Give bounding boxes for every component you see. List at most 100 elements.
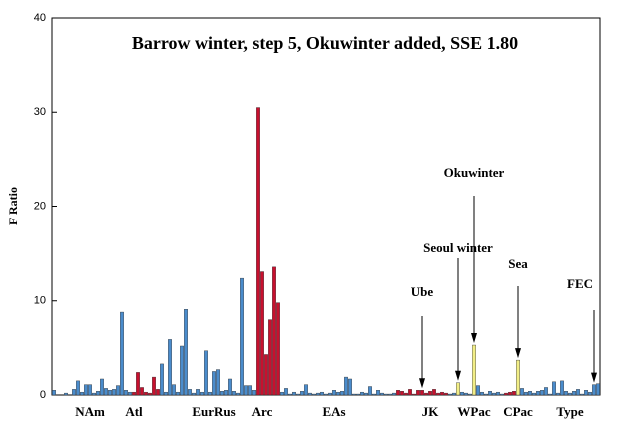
group-label: EurRus	[192, 404, 235, 419]
bar	[464, 392, 468, 396]
bar	[340, 391, 344, 396]
bar	[336, 391, 340, 396]
bar	[564, 391, 568, 396]
bar	[188, 389, 192, 396]
bar	[216, 369, 220, 396]
bar	[80, 391, 84, 396]
bar	[416, 390, 420, 396]
bar	[268, 319, 272, 396]
bar	[228, 378, 232, 396]
y-tick-label: 10	[34, 295, 46, 307]
bar	[388, 393, 392, 396]
bar	[532, 392, 536, 396]
bar	[488, 391, 492, 396]
bar	[384, 393, 388, 396]
bar	[592, 384, 596, 396]
bar	[456, 382, 460, 396]
bar	[148, 392, 152, 396]
bar	[508, 391, 512, 396]
bar	[380, 392, 384, 396]
bar	[204, 350, 208, 396]
bar	[500, 393, 504, 396]
bar	[452, 392, 456, 396]
bar	[524, 391, 528, 396]
bar	[288, 393, 292, 396]
bar	[376, 390, 380, 396]
bar	[72, 389, 76, 396]
annotation: Seoul winter	[423, 240, 493, 255]
bar	[64, 392, 68, 396]
bar	[260, 271, 264, 396]
bar	[572, 391, 576, 396]
bar	[492, 392, 496, 396]
bar	[164, 391, 168, 396]
bar	[576, 389, 580, 396]
bar	[520, 388, 524, 396]
bar	[132, 391, 136, 396]
bar	[316, 392, 320, 396]
bar	[272, 266, 276, 396]
bar	[460, 391, 464, 396]
bar	[280, 391, 284, 396]
bar	[332, 390, 336, 396]
bar	[588, 391, 592, 396]
bar	[116, 385, 120, 396]
bar	[448, 393, 452, 396]
chart-title: Barrow winter, step 5, Okuwinter added, …	[132, 33, 518, 53]
bar	[104, 388, 108, 396]
group-label: Arc	[252, 404, 273, 419]
bar	[144, 391, 148, 396]
bar	[312, 393, 316, 396]
bar	[276, 302, 280, 396]
group-label: Atl	[125, 404, 143, 419]
bar	[348, 378, 352, 396]
bar	[480, 391, 484, 396]
bar	[256, 107, 260, 396]
bar	[76, 380, 80, 396]
y-tick-label: 30	[34, 106, 46, 118]
bar	[372, 393, 376, 396]
bar	[404, 392, 408, 396]
annotation: Sea	[508, 256, 528, 271]
bar	[432, 389, 436, 396]
bar	[180, 345, 184, 396]
bar	[224, 390, 228, 396]
bar	[184, 309, 188, 396]
annotation: Ube	[411, 284, 434, 299]
bar	[468, 393, 472, 396]
bar	[320, 391, 324, 396]
bar	[476, 385, 480, 396]
bar	[328, 392, 332, 396]
bar	[304, 384, 308, 396]
bar	[208, 391, 212, 396]
bar	[504, 392, 508, 396]
bar	[424, 392, 428, 396]
bar	[84, 384, 88, 396]
group-label: WPac	[457, 404, 490, 419]
bar	[440, 391, 444, 396]
bar	[408, 389, 412, 396]
bar	[548, 393, 552, 396]
bar	[248, 385, 252, 396]
bar	[324, 393, 328, 396]
y-tick-label: 0	[40, 389, 46, 401]
group-label: NAm	[75, 404, 105, 419]
bar	[528, 391, 532, 396]
bar	[392, 392, 396, 396]
bar	[400, 391, 404, 396]
bar	[160, 363, 164, 396]
bar	[220, 391, 224, 396]
bar	[560, 380, 564, 396]
group-label: EAs	[322, 404, 345, 419]
bar	[212, 371, 216, 396]
bar	[156, 389, 160, 396]
group-label: JK	[422, 404, 440, 419]
bar	[568, 392, 572, 396]
bar	[136, 372, 140, 396]
bar	[252, 390, 256, 396]
bar	[284, 388, 288, 396]
group-label: Type	[556, 404, 583, 419]
bar	[412, 393, 416, 396]
bar	[444, 392, 448, 396]
